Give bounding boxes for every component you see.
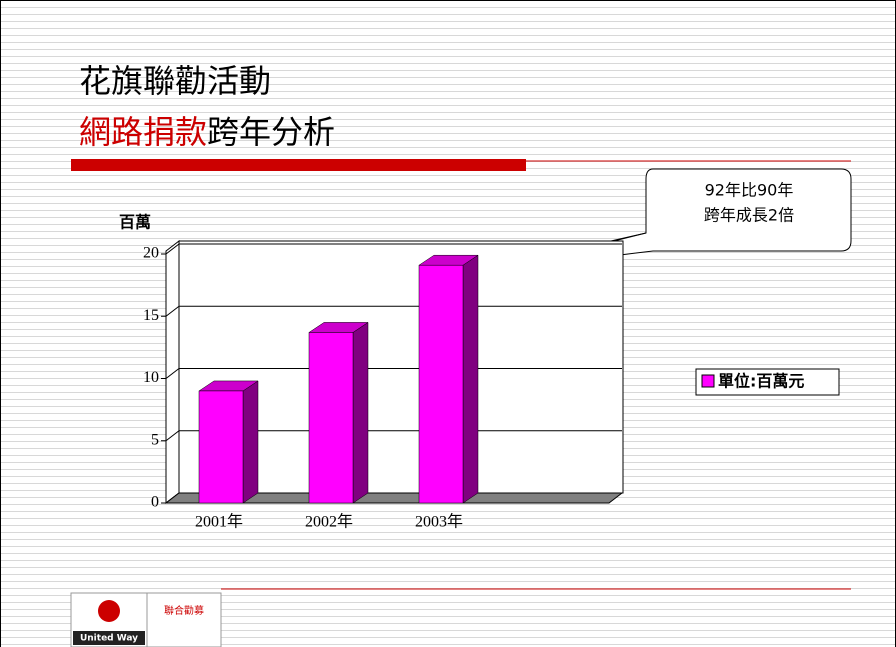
grid-line-side: [165, 243, 180, 255]
y-tick-label: 20: [143, 245, 159, 262]
title-red: 網路捐款: [79, 113, 207, 151]
x-tick-label: 2002年: [305, 513, 353, 531]
callout-line: 跨年成長2倍: [704, 206, 794, 225]
y-axis-label: 百萬: [119, 213, 151, 232]
title-line1: 花旗聯勸活動: [79, 62, 271, 100]
title-black: 跨年分析: [207, 113, 335, 151]
x-tick-label: 2003年: [415, 513, 463, 531]
logo-band: [73, 631, 145, 645]
logo-name: United Way: [80, 634, 138, 644]
x-tick-label: 2001年: [195, 513, 243, 531]
legend-label: 單位:百萬元: [718, 372, 804, 391]
y-tick-label: 0: [151, 494, 159, 511]
grid-line-side: [165, 368, 180, 379]
bar-side: [462, 254, 479, 504]
grid-line-side: [165, 430, 180, 442]
bar: [308, 332, 354, 504]
side-wall: [165, 239, 180, 505]
logo-icon: [98, 600, 120, 622]
y-tick-label: 5: [151, 431, 159, 448]
bar-side: [352, 321, 369, 504]
bar-side: [242, 380, 259, 504]
grid-line-side: [165, 305, 180, 317]
legend-swatch: [701, 374, 715, 388]
logo-box2: [146, 592, 222, 647]
bar: [198, 390, 244, 504]
title-line2: 網路捐款跨年分析: [79, 113, 335, 151]
y-tick-label: 10: [143, 369, 159, 386]
title-bar: [71, 159, 526, 171]
y-tick-label: 15: [143, 307, 159, 324]
bar: [418, 264, 464, 504]
legend-box: [695, 368, 840, 396]
logo-chinese: 聯合勸募: [164, 604, 204, 617]
callout: [470, 168, 852, 274]
callout-line: 92年比90年: [705, 181, 794, 200]
